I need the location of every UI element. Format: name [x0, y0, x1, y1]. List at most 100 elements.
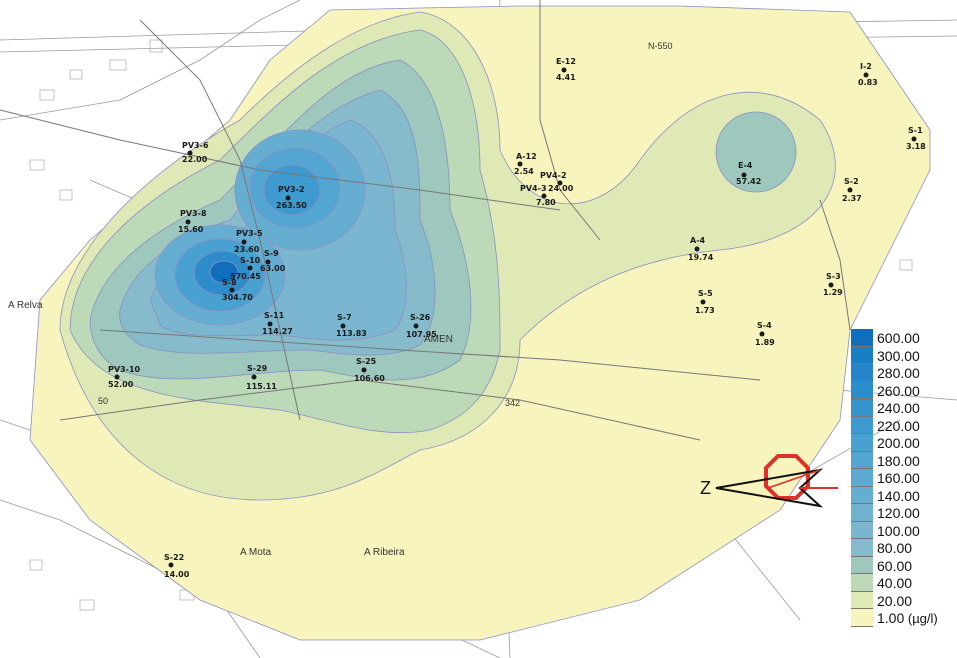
legend-label: 300.00: [877, 347, 920, 364]
legend-label: 600.00: [877, 330, 920, 346]
well-id: S-22: [164, 553, 184, 562]
well-value: 570.45: [230, 272, 261, 281]
well-id: S-10: [240, 256, 261, 265]
wells: E-12 4.41 I-2 0.83 PV3-6 22.00 S-1 3.18 …: [108, 57, 926, 579]
legend-row: 200.00: [851, 434, 955, 452]
legend-swatch: [851, 346, 873, 364]
well-symbol: [694, 246, 700, 252]
well-symbol: [700, 299, 706, 305]
well-symbol: [413, 323, 419, 329]
well-value: 52.00: [108, 380, 134, 389]
well-id: S-7: [337, 313, 352, 322]
legend-swatch: [851, 556, 873, 574]
legend-swatch: [851, 591, 873, 609]
well-symbol: [863, 72, 869, 78]
place-name: A Relva: [8, 300, 43, 311]
well-value: 14.00: [164, 570, 190, 579]
road-label: 342: [505, 398, 520, 408]
legend-swatch: [851, 381, 873, 399]
well-id: PV3-2: [278, 185, 305, 194]
well-value: 115.11: [246, 382, 277, 391]
well-symbol: [247, 265, 253, 271]
legend-row: 60.00: [851, 556, 955, 574]
zone-600-a: [209, 260, 239, 284]
well-symbol: [541, 193, 547, 199]
legend-label: 180.00: [877, 452, 920, 469]
legend-row: 600.00: [851, 329, 955, 347]
well-value: 304.70: [222, 293, 253, 302]
legend-row: 300.00: [851, 346, 955, 364]
well-id: I-2: [860, 62, 872, 71]
well-id: S-25: [356, 357, 377, 366]
well-symbol: [185, 219, 191, 225]
well-value: 57.42: [736, 177, 761, 186]
legend-label: 80.00: [877, 540, 913, 556]
well-symbol: [361, 367, 367, 373]
well-id: PV4-2: [540, 171, 567, 180]
well-symbol: [265, 259, 271, 265]
well-id: E-12: [556, 57, 576, 66]
legend-row: 160.00: [851, 469, 955, 487]
well-id: PV3-5: [236, 229, 263, 238]
legend-label: 240.00: [877, 400, 920, 416]
well-id: A-12: [516, 152, 537, 161]
legend-label: 200.00: [877, 435, 920, 451]
well-symbol: [911, 136, 917, 142]
legend-swatch: [851, 521, 873, 539]
legend-unit: (µg/l): [904, 611, 938, 626]
well-value: 2.37: [842, 194, 862, 203]
legend-label: 260.00: [877, 382, 920, 399]
road-labels: N-550 50 342: [98, 41, 673, 408]
well-symbol: [168, 562, 174, 568]
well-value: 22.00: [182, 155, 208, 164]
well-id: S-2: [844, 177, 859, 186]
well-value: 19.74: [688, 253, 714, 262]
legend-swatch: [851, 399, 873, 417]
legend-row: 180.00: [851, 451, 955, 469]
well-value: 24.00: [548, 184, 574, 193]
well-value: 263.50: [276, 201, 307, 210]
legend-row: 40.00: [851, 574, 955, 592]
legend-row: 80.00: [851, 539, 955, 557]
well-id: E-4: [738, 161, 753, 170]
well-value: 107.95: [406, 330, 437, 339]
well-value: 0.83: [858, 78, 878, 87]
legend-swatch: [851, 609, 873, 627]
well-value: 23.60: [234, 245, 260, 254]
place-name: A Mota: [240, 547, 272, 558]
well-id: S-29: [247, 364, 268, 373]
legend-label: 140.00: [877, 487, 920, 504]
legend-label: 120.00: [877, 505, 920, 521]
legend-swatch: [851, 574, 873, 592]
well-id: S-5: [698, 289, 713, 298]
well-id: S-26: [410, 313, 431, 322]
well-id: S-9: [264, 249, 279, 258]
well-value: 106.60: [354, 374, 385, 383]
legend-swatch: [851, 469, 873, 487]
well-symbol: [267, 321, 273, 327]
concentration-legend: 600.00 300.00 280.00 260.00 240.00 220.00 200.…: [851, 329, 955, 653]
well-symbol: [251, 374, 257, 380]
legend-label: 60.00: [877, 557, 913, 574]
well-symbol: [340, 323, 346, 329]
legend-label: 1.00 (µg/l): [877, 610, 938, 626]
well-symbol: [114, 374, 120, 380]
well-value: 63.00: [260, 264, 286, 273]
well-value: 4.41: [556, 73, 576, 82]
main-roads: [0, 0, 851, 441]
legend-swatch: [851, 416, 873, 434]
legend-swatch: [851, 486, 873, 504]
well-symbol: [557, 180, 563, 186]
legend-row: 100.00: [851, 521, 955, 539]
legend-row: 280.00: [851, 364, 955, 382]
legend-label: 100.00: [877, 522, 920, 539]
well-value: 113.83: [336, 329, 367, 338]
legend-label: 280.00: [877, 365, 920, 381]
road-label: N-550: [648, 41, 673, 51]
legend-swatch: [851, 451, 873, 469]
well-id: S-3: [826, 272, 841, 281]
legend-swatch: [851, 329, 873, 347]
well-id: PV4-3: [520, 184, 547, 193]
well-symbol: [241, 239, 247, 245]
zone-e4: [715, 111, 797, 193]
